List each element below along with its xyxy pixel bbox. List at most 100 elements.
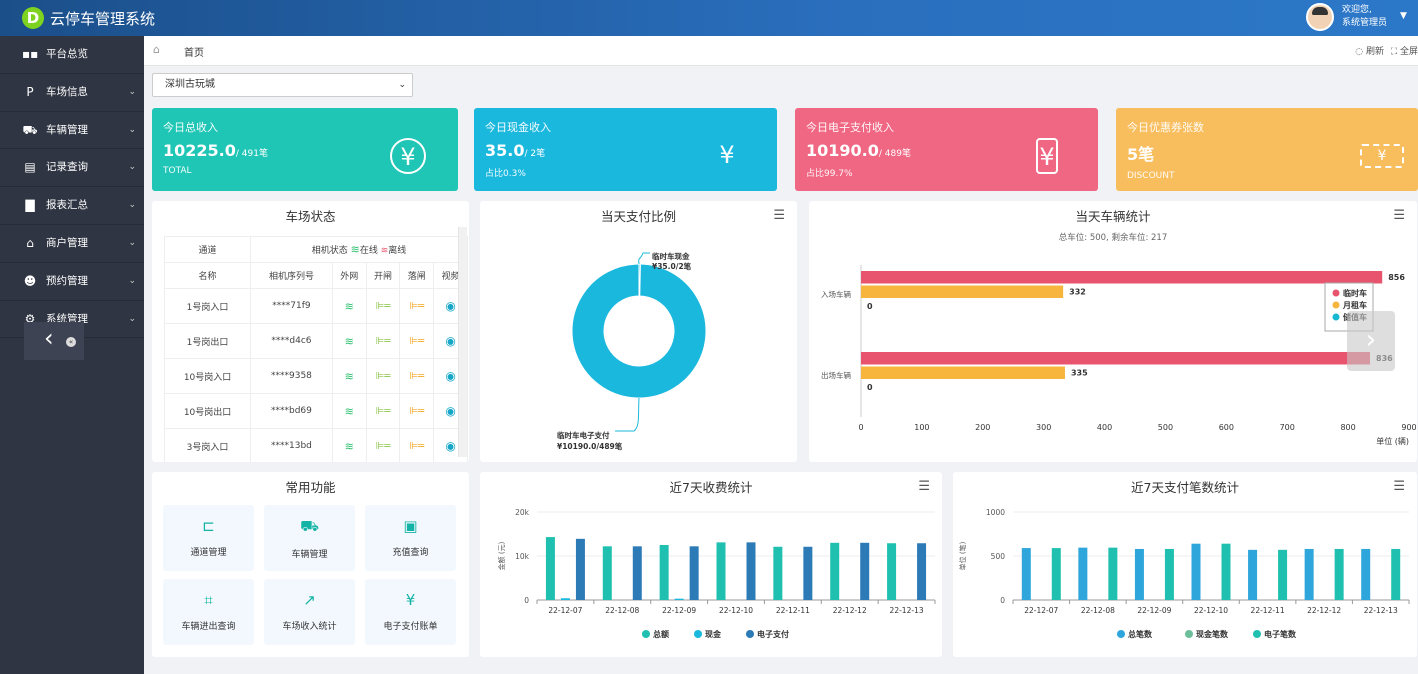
legend-label: 电子笔数 — [1264, 629, 1297, 639]
bar — [861, 285, 1064, 298]
panel-title: 近7天支付笔数统计 — [1131, 480, 1239, 495]
parking-lot-select[interactable]: 深圳古玩城 ⌄ — [152, 73, 413, 97]
close-gate-icon[interactable]: ⊫═ — [409, 300, 425, 312]
refresh-button[interactable]: ◌ 刷新 — [1355, 44, 1384, 57]
sidebar-item-0[interactable]: ▪▪ 平台总览 — [0, 36, 144, 74]
header-channel: 通道 — [163, 236, 252, 263]
bar-chart-icon: ▇ — [25, 198, 35, 213]
shop-icon: ⌂ — [26, 235, 34, 250]
y-tick-label: 0 — [524, 596, 529, 605]
legend-label: 月租车 — [1342, 300, 1367, 310]
sidebar-item-4[interactable]: ▇ 报表汇总 ⌄ — [0, 187, 144, 225]
stat-count: / 2笔 — [524, 149, 546, 159]
sidebar-item-1[interactable]: P 车场信息 ⌄ — [0, 74, 144, 112]
sidebar-item-6[interactable]: ☻ 预约管理 ⌄ — [0, 263, 144, 301]
scrollbar[interactable] — [458, 227, 467, 457]
function-tile-1[interactable]: ⛟ 车辆管理 — [264, 505, 355, 571]
home-icon[interactable]: ⌂ — [153, 43, 160, 56]
app-logo: D — [22, 7, 44, 29]
refresh-label: 刷新 — [1365, 47, 1384, 57]
stat-amount: 10190.0 — [806, 141, 879, 160]
data-label: 0 — [867, 302, 873, 311]
tab-home[interactable]: 首页 — [184, 48, 204, 59]
fullscreen-button[interactable]: ⛶ 全屏 — [1391, 44, 1418, 57]
stat-value: 35.0/ 2笔 — [485, 141, 766, 160]
open-gate-icon[interactable]: ⊫═ — [375, 405, 391, 417]
sidebar-item-label: 报表汇总 — [46, 199, 88, 212]
legend-label: 现金 — [705, 629, 722, 639]
column-header: 名称 — [163, 262, 252, 289]
open-gate-icon[interactable]: ⊫═ — [375, 370, 391, 382]
stat-title: 今日优惠券张数 — [1127, 121, 1204, 134]
sidebar-item-label: 预约管理 — [46, 274, 88, 287]
user-avatar[interactable] — [1306, 3, 1334, 31]
chevron-down-icon: ⌄ — [128, 313, 136, 324]
open-gate-icon[interactable]: ⊫═ — [375, 335, 391, 347]
network-cell: ≋ — [331, 323, 367, 359]
collapse-sidebar-button[interactable]: ‹ « — [24, 322, 84, 360]
sidebar-item-2[interactable]: ⛟ 车辆管理 ⌄ — [0, 112, 144, 150]
close-gate-icon[interactable]: ⊫═ — [409, 335, 425, 347]
y-category-label: 出场车辆 — [821, 370, 851, 380]
legend-dot — [1332, 289, 1340, 297]
camera-status-label: 相机状态 — [311, 246, 348, 256]
y-tick-label: 500 — [991, 552, 1006, 561]
menu-icon[interactable]: ☰ — [1393, 479, 1405, 494]
sidebar-item-label: 车场信息 — [46, 85, 88, 98]
close-gate-icon[interactable]: ⊫═ — [409, 370, 425, 382]
close-gate-cell: ⊫═ — [399, 393, 435, 429]
y-tick-label: 10k — [515, 552, 530, 561]
function-label: 车场收入统计 — [282, 622, 337, 632]
stat-count: / 491笔 — [235, 149, 268, 159]
pie-label-electronic: 临时车电子支付 — [557, 430, 610, 440]
menu-icon[interactable]: ☰ — [773, 208, 785, 223]
wifi-online-icon: ≋ — [350, 243, 360, 256]
bar — [716, 542, 726, 600]
function-label: 车辆管理 — [291, 550, 328, 560]
table-row: 10号岗入口 ****9358 ≋ ⊫═ ⊫═ ◉ — [163, 358, 468, 394]
function-tile-0[interactable]: ⊏ 通道管理 — [163, 505, 254, 571]
sidebar-item-5[interactable]: ⌂ 商户管理 ⌄ — [0, 225, 144, 263]
camera-serial: ****9358 — [250, 358, 333, 394]
sidebar-item-3[interactable]: ▤ 记录查询 ⌄ — [0, 149, 144, 188]
menu-icon[interactable]: ☰ — [1393, 208, 1405, 223]
bar — [861, 271, 1383, 284]
camera-icon[interactable]: ◉ — [445, 439, 456, 453]
caret-down-icon[interactable]: ▼ — [1400, 11, 1407, 21]
chevron-left-icon: ‹ — [44, 324, 54, 352]
yen-coin-icon: ¥ — [405, 591, 416, 609]
bar — [545, 537, 555, 600]
legend-dot — [1253, 630, 1261, 638]
open-gate-icon[interactable]: ⊫═ — [375, 300, 391, 312]
bar — [1134, 548, 1144, 600]
table-row: 10号岗出口 ****bd69 ≋ ⊫═ ⊫═ ◉ — [163, 393, 468, 429]
close-gate-icon[interactable]: ⊫═ — [409, 440, 425, 452]
x-tick-label: 22-12-12 — [1307, 606, 1341, 615]
network-cell: ≋ — [331, 288, 367, 324]
camera-icon[interactable]: ◉ — [445, 404, 456, 418]
users-icon: ☻ — [23, 273, 37, 288]
stat-card-1: 今日现金收入 35.0/ 2笔 占比0.3% ¥ — [474, 108, 777, 191]
chevron-right-icon[interactable]: › — [1347, 311, 1395, 371]
online-label: 在线 — [359, 246, 378, 256]
function-tile-2[interactable]: ▣ 充值查询 — [365, 505, 456, 571]
menu-icon[interactable]: ☰ — [918, 479, 930, 494]
legend-dot — [1117, 630, 1125, 638]
camera-icon[interactable]: ◉ — [445, 369, 456, 383]
x-tick-label: 22-12-11 — [1251, 606, 1285, 615]
camera-icon[interactable]: ◉ — [445, 299, 456, 313]
close-gate-icon[interactable]: ⊫═ — [409, 405, 425, 417]
wifi-icon: ≋ — [344, 439, 354, 453]
function-tile-5[interactable]: ¥ 电子支付账单 — [365, 579, 456, 645]
close-gate-cell: ⊫═ — [399, 428, 435, 462]
camera-icon[interactable]: ◉ — [445, 334, 456, 348]
panel-title: 当天支付比例 — [600, 209, 676, 224]
function-tile-4[interactable]: ↗ 车场收入统计 — [264, 579, 355, 645]
x-tick-label: 22-12-07 — [1024, 606, 1058, 615]
fee-7day-panel: 近7天收费统计 ☰ 0 10k 20k 金额 (元) 22-12-07 22-12-08 2… — [480, 472, 942, 657]
function-tile-3[interactable]: ⌗ 车辆进出查询 — [163, 579, 254, 645]
function-label: 通道管理 — [190, 548, 227, 558]
user-menu[interactable]: 欢迎您, 系统管理员 — [1342, 4, 1387, 30]
open-gate-icon[interactable]: ⊫═ — [375, 440, 391, 452]
